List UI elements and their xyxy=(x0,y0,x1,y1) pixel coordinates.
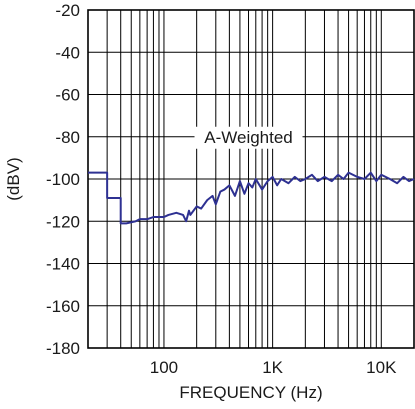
x-tick-label: 100 xyxy=(150,358,178,377)
annotation-group: A-Weighted xyxy=(194,126,303,149)
annotation-background xyxy=(194,126,303,149)
y-tick-label: -120 xyxy=(46,212,80,231)
y-tick-label: -80 xyxy=(55,128,80,147)
y-tick-label: -60 xyxy=(55,86,80,105)
x-axis-ticks: 100 1K 10K xyxy=(150,358,397,377)
y-tick-label: -40 xyxy=(55,43,80,62)
series-line xyxy=(88,171,415,225)
series-group xyxy=(88,171,415,225)
y-tick-label: -20 xyxy=(55,1,80,20)
y-tick-label: -100 xyxy=(46,170,80,189)
annotation-label: A-Weighted xyxy=(204,128,293,147)
y-axis-ticks: -20 -40 -60 -80 -100 -120 -140 -160 -180 xyxy=(46,1,80,358)
x-axis-title: FREQUENCY (Hz) xyxy=(179,383,322,402)
y-tick-label: -160 xyxy=(46,297,80,316)
y-tick-label: -180 xyxy=(46,339,80,358)
y-tick-label: -140 xyxy=(46,255,80,274)
y-axis-title: (dBV) xyxy=(4,157,23,200)
grid-lines xyxy=(87,9,415,349)
x-tick-label: 10K xyxy=(366,358,397,377)
x-tick-label: 1K xyxy=(262,358,283,377)
